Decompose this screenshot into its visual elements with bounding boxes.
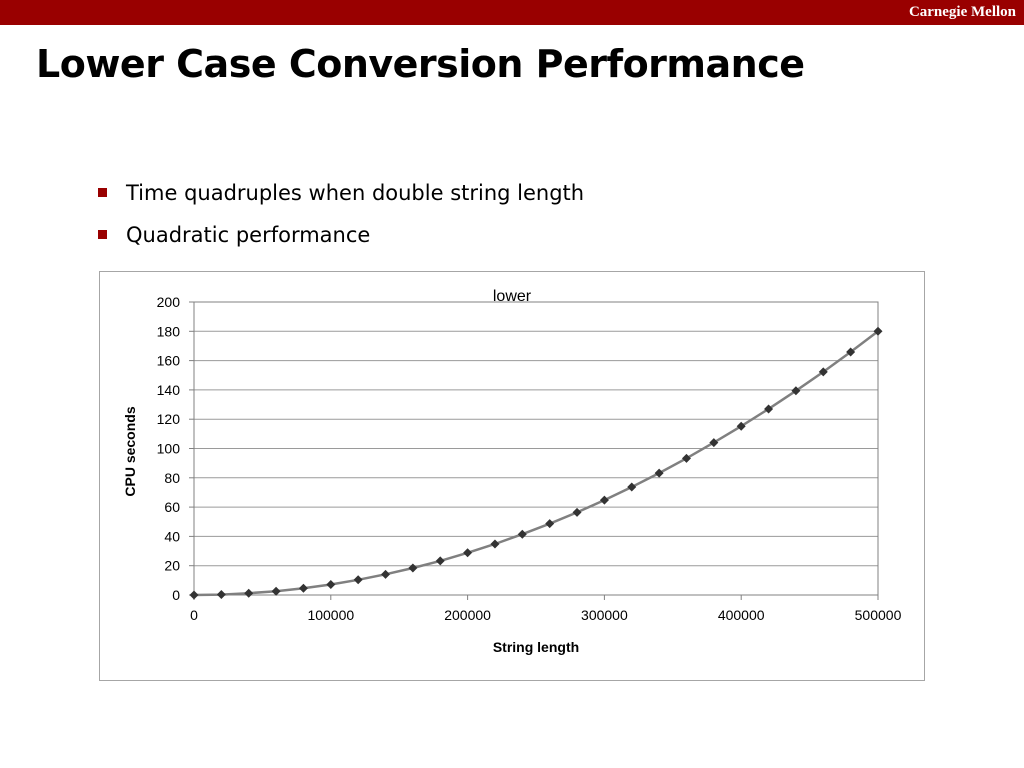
data-point (709, 438, 719, 448)
square-bullet-icon (98, 188, 107, 197)
bullet-text: Quadratic performance (126, 223, 371, 247)
data-point (463, 548, 473, 558)
square-bullet-icon (98, 230, 107, 239)
data-point (818, 367, 828, 377)
y-tick-label: 120 (157, 411, 181, 427)
y-tick-label: 20 (164, 558, 180, 574)
data-point (381, 569, 391, 579)
header-bar: Carnegie Mellon (0, 0, 1024, 25)
data-point (353, 575, 363, 585)
y-tick-label: 80 (164, 470, 180, 486)
y-tick-label: 160 (157, 353, 181, 369)
slide-title: Lower Case Conversion Performance (36, 42, 805, 86)
x-tick-label: 0 (190, 607, 198, 623)
y-tick-label: 180 (157, 323, 181, 339)
x-tick-label: 200000 (444, 607, 491, 623)
data-point (764, 404, 774, 414)
line-chart: 0 20 40 60 80 100 120 140 160 180 200 0 100000 20000… (122, 288, 902, 655)
x-tick-label: 500000 (855, 607, 902, 623)
chart-container: 0 20 40 60 80 100 120 140 160 180 200 0 100000 20000… (99, 271, 925, 681)
y-tick-label: 140 (157, 382, 181, 398)
brand-label: Carnegie Mellon (908, 4, 1016, 20)
data-point (572, 507, 582, 517)
x-tick-label: 300000 (581, 607, 628, 623)
series-line (193, 330, 879, 597)
gridlines (194, 301, 878, 596)
data-point (244, 588, 254, 598)
y-tick-label: 200 (157, 294, 181, 310)
y-tick-label: 60 (164, 499, 180, 515)
y-tick-label: 0 (172, 587, 180, 603)
data-point (326, 579, 336, 589)
x-tick-label: 400000 (718, 607, 765, 623)
data-point (298, 583, 308, 593)
chart-title: lower (493, 288, 532, 305)
data-point (435, 556, 445, 566)
data-point (216, 590, 226, 600)
data-point (545, 519, 555, 529)
data-point (517, 529, 527, 539)
x-tick-label: 100000 (307, 607, 354, 623)
data-point (654, 468, 664, 478)
data-point (490, 539, 500, 549)
data-point (736, 421, 746, 431)
data-point (599, 495, 609, 505)
data-point (791, 386, 801, 396)
data-point (627, 482, 637, 492)
x-axis-label: String length (493, 639, 579, 655)
y-axis-label: CPU seconds (122, 406, 138, 496)
data-point (873, 326, 883, 336)
bullet-item: Time quadruples when double string lengt… (96, 176, 584, 218)
data-point (846, 347, 856, 357)
x-axis-ticks: 0 100000 200000 300000 400000 500000 (190, 595, 902, 623)
bullet-list: Time quadruples when double string lengt… (96, 176, 584, 260)
bullet-text: Time quadruples when double string lengt… (126, 181, 585, 205)
data-point (408, 563, 418, 573)
data-points (189, 326, 883, 600)
data-point (271, 586, 281, 596)
y-tick-label: 100 (157, 441, 181, 457)
y-tick-label: 40 (164, 528, 180, 544)
data-point (189, 590, 199, 600)
y-axis-ticks: 0 20 40 60 80 100 120 140 160 180 200 (157, 294, 194, 603)
data-point (681, 453, 691, 463)
bullet-item: Quadratic performance (96, 218, 584, 260)
